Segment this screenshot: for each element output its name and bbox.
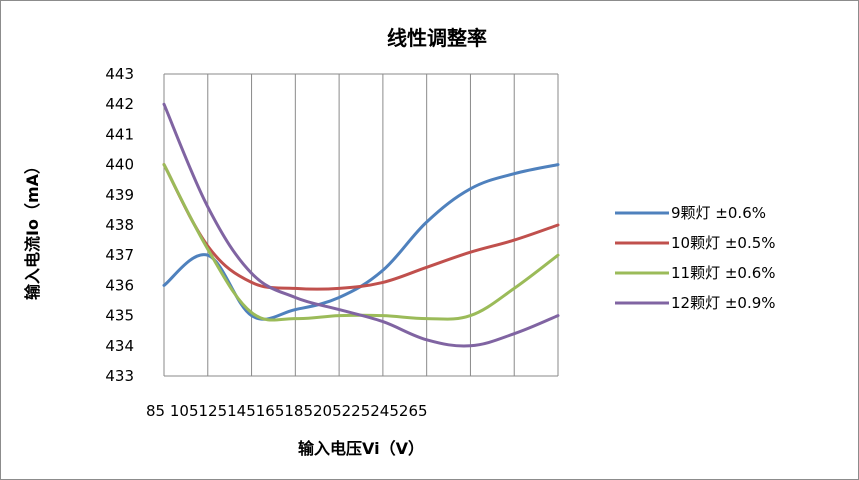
y-tick-label: 440 <box>105 156 134 174</box>
legend-label: 9颗灯 ±0.6% <box>671 204 766 222</box>
y-tick-label: 435 <box>105 307 134 325</box>
tick-labels: 433 434 435 436 437 438 439 440 441 442 443 <box>105 65 134 385</box>
y-tick-label: 437 <box>105 246 134 264</box>
y-tick-label: 436 <box>105 276 134 294</box>
series-line-4 <box>162 102 560 348</box>
legend-label: 12颗灯 ±0.9% <box>671 294 776 312</box>
x-tick-labels: 85 105125145165185205225245265 <box>146 402 428 420</box>
y-tick-label: 443 <box>105 65 134 83</box>
y-tick-label: 433 <box>105 367 134 385</box>
series-line-1 <box>162 163 560 321</box>
y-tick-label: 434 <box>105 337 134 355</box>
y-tick-label: 439 <box>105 186 134 204</box>
grid <box>163 73 559 377</box>
series-line-2 <box>162 163 560 291</box>
chart-title: 线性调整率 <box>387 26 487 50</box>
legend-label: 10颗灯 ±0.5% <box>671 234 776 252</box>
series-lines <box>162 102 560 348</box>
legend: 9颗灯 ±0.6% 10颗灯 ±0.5% 11颗灯 ±0.6% 12颗灯 ±0.9% <box>615 204 776 312</box>
series-line-3 <box>162 163 560 322</box>
y-tick-label: 442 <box>105 95 134 113</box>
y-axis-title: 输入电流Io（mA） <box>23 158 42 300</box>
y-tick-label: 441 <box>105 125 134 143</box>
y-tick-label: 438 <box>105 216 134 234</box>
legend-label: 11颗灯 ±0.6% <box>671 264 776 282</box>
x-axis-title: 输入电压Vi（V） <box>298 439 424 458</box>
